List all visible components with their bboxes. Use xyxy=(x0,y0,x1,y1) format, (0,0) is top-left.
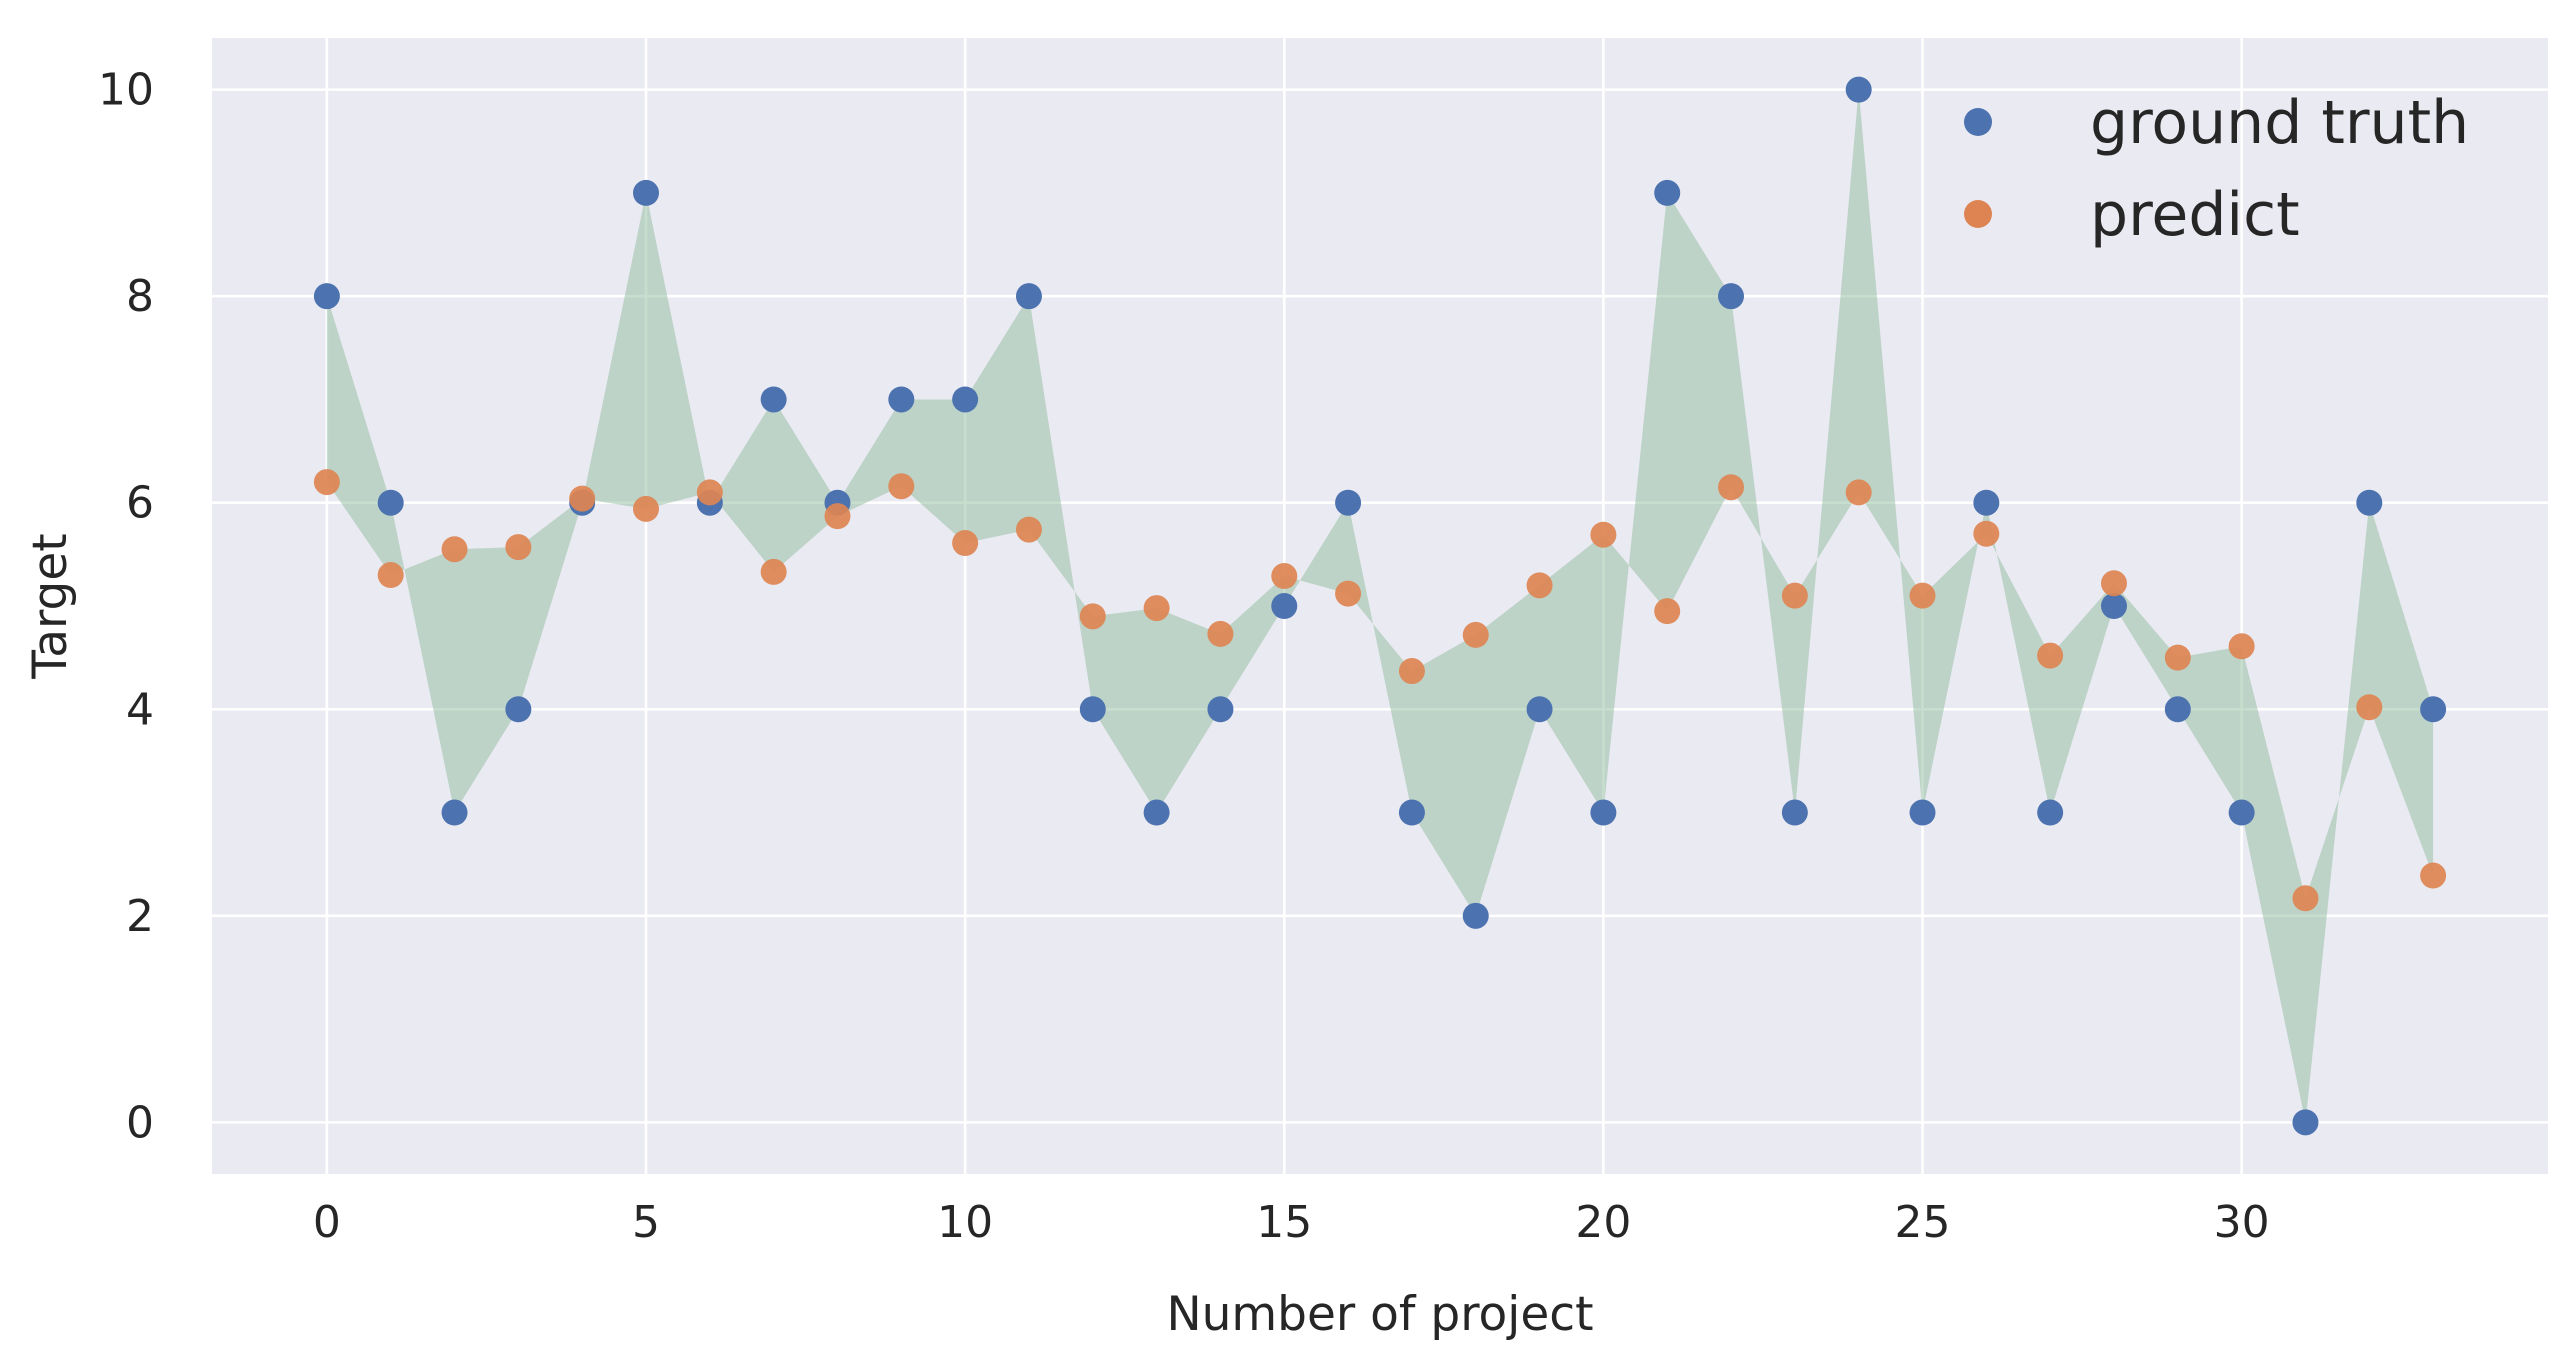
data-point xyxy=(1207,696,1234,723)
data-point xyxy=(1271,593,1298,619)
grid-lines xyxy=(212,38,2548,1174)
data-point xyxy=(505,696,532,723)
data-point xyxy=(2100,593,2127,619)
y-tick-label: 10 xyxy=(98,65,154,116)
data-point xyxy=(1909,799,1936,826)
y-axis-label: Target xyxy=(23,533,78,679)
data-point xyxy=(377,562,404,589)
data-point xyxy=(633,495,660,522)
data-point xyxy=(696,479,723,506)
data-point xyxy=(888,386,915,413)
data-point xyxy=(1526,696,1553,723)
x-axis-label: Number of project xyxy=(1166,1287,1593,1342)
data-point xyxy=(1079,603,1106,630)
data-point xyxy=(1781,582,1808,609)
data-point xyxy=(1718,474,1745,501)
data-point xyxy=(569,485,596,512)
data-point xyxy=(1335,489,1362,516)
data-point xyxy=(2292,1109,2319,1136)
data-point xyxy=(1845,479,1872,506)
data-point xyxy=(377,489,404,516)
data-point xyxy=(441,799,468,826)
data-point xyxy=(1590,521,1617,548)
data-point xyxy=(2420,696,2447,723)
x-tick-label: 20 xyxy=(1575,1197,1631,1248)
y-tick-label: 0 xyxy=(126,1097,154,1148)
x-tick-label: 25 xyxy=(1895,1197,1951,1248)
data-point xyxy=(633,179,660,206)
data-point xyxy=(2164,696,2191,723)
x-tick-label: 0 xyxy=(313,1197,341,1248)
data-point xyxy=(952,386,979,413)
legend-marker xyxy=(1964,108,1992,136)
legend-marker xyxy=(1964,200,1992,228)
data-point xyxy=(441,536,468,563)
data-point xyxy=(1973,489,2000,516)
data-point xyxy=(1015,516,1042,543)
data-point xyxy=(2420,862,2447,889)
tick-labels: 0 5 10 15 20 25 30 0 2 4 6 8 10 xyxy=(98,65,2270,1248)
data-point xyxy=(2356,489,2383,516)
x-tick-label: 30 xyxy=(2214,1197,2270,1248)
data-point xyxy=(1973,520,2000,547)
data-point xyxy=(2228,633,2255,660)
series-predict xyxy=(313,469,2447,912)
y-tick-label: 4 xyxy=(126,684,154,735)
data-point xyxy=(1654,179,1681,206)
x-tick-label: 5 xyxy=(632,1197,660,1248)
data-point xyxy=(824,503,851,530)
data-point xyxy=(1335,580,1362,607)
y-tick-label: 6 xyxy=(126,478,154,529)
legend-label: ground truth xyxy=(2090,88,2469,158)
data-point xyxy=(1845,76,1872,103)
data-point xyxy=(760,386,787,413)
data-point xyxy=(1271,563,1298,590)
data-point xyxy=(2356,694,2383,721)
data-point xyxy=(1207,620,1234,647)
data-point xyxy=(1143,799,1170,826)
plot-background xyxy=(212,38,2548,1174)
y-tick-label: 8 xyxy=(126,271,154,322)
x-tick-label: 15 xyxy=(1256,1197,1312,1248)
data-point xyxy=(1718,283,1745,310)
data-point xyxy=(2228,799,2255,826)
data-point xyxy=(1654,598,1681,625)
data-point xyxy=(1398,799,1425,826)
data-point xyxy=(760,558,787,585)
data-point xyxy=(2037,799,2064,826)
data-point xyxy=(1143,595,1170,622)
data-point xyxy=(952,530,979,557)
data-point xyxy=(1398,658,1425,685)
data-point xyxy=(505,534,532,561)
data-point xyxy=(1590,799,1617,826)
data-point xyxy=(2100,570,2127,597)
data-point xyxy=(1079,696,1106,723)
data-point xyxy=(313,283,340,310)
data-points xyxy=(313,76,2447,1136)
data-point xyxy=(313,469,340,496)
data-point xyxy=(1526,572,1553,599)
y-tick-label: 2 xyxy=(126,891,154,942)
data-point xyxy=(2164,644,2191,671)
data-point xyxy=(1909,582,1936,609)
x-tick-label: 10 xyxy=(937,1197,993,1248)
data-point xyxy=(1781,799,1808,826)
data-point xyxy=(2037,642,2064,669)
data-point xyxy=(2292,885,2319,912)
data-point xyxy=(1015,283,1042,310)
fill-between-polygon xyxy=(326,89,2434,1123)
data-point xyxy=(888,473,915,500)
legend-label: predict xyxy=(2090,180,2300,250)
fill-between-area xyxy=(326,89,2434,1123)
data-point xyxy=(1462,902,1489,929)
legend: ground truth predict xyxy=(1964,88,2469,250)
data-point xyxy=(1462,621,1489,648)
